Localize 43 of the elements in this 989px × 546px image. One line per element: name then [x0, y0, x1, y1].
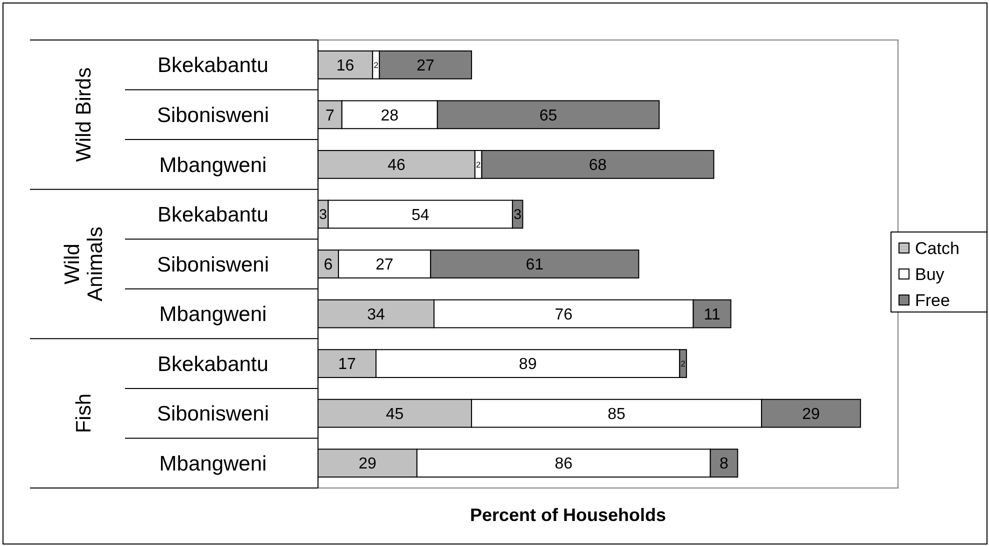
y-tick-label: Bkekabantu: [158, 54, 268, 78]
data-label: 3: [514, 207, 522, 224]
y-tick-label: Mbangweni: [159, 303, 267, 326]
data-label: 54: [411, 206, 430, 224]
data-label: 85: [608, 406, 626, 423]
y-tick-label: Mbangweni: [159, 452, 267, 476]
data-label: 11: [704, 306, 720, 324]
data-label: 29: [358, 456, 376, 473]
y-tick-label: Sibonisweni: [156, 104, 270, 128]
data-label: 86: [554, 456, 573, 473]
y-tick-label: Sibonisweni: [156, 402, 270, 426]
legend-label: Catch: [915, 238, 960, 258]
data-label: 45: [386, 406, 404, 423]
text: Fish: [72, 393, 96, 434]
data-label: 27: [376, 256, 394, 274]
data-label: 29: [802, 406, 820, 423]
data-label: 76: [554, 306, 573, 324]
text: Wild Birds: [72, 67, 96, 162]
y-tick-label: Mbangweni: [159, 154, 267, 177]
x-axis-title: Percent of Households: [470, 505, 666, 525]
data-label: 2: [680, 358, 686, 368]
data-label: 65: [539, 107, 558, 124]
data-label: 28: [380, 107, 399, 124]
data-label: 68: [588, 157, 607, 174]
data-label: 6: [324, 256, 333, 274]
y-tick-label: Bkekabantu: [158, 204, 268, 227]
data-label: 17: [338, 356, 356, 374]
data-label: 8: [720, 456, 729, 473]
y-tick-label: Sibonisweni: [156, 253, 270, 276]
data-label: 7: [325, 107, 334, 124]
data-label: 27: [416, 57, 434, 74]
data-label: 2: [476, 159, 482, 170]
legend-label: Buy: [915, 264, 945, 284]
y-tick-label: Bkekabantu: [158, 352, 268, 376]
data-label: 89: [518, 356, 537, 374]
legend-label: Free: [915, 290, 950, 310]
data-label: 61: [526, 256, 544, 274]
text: Wild Animals: [60, 226, 107, 302]
data-label: 3: [319, 207, 328, 224]
data-label: 46: [388, 157, 406, 174]
data-label: 34: [367, 306, 385, 324]
data-label: 2: [374, 60, 379, 70]
data-label: 16: [336, 57, 354, 74]
